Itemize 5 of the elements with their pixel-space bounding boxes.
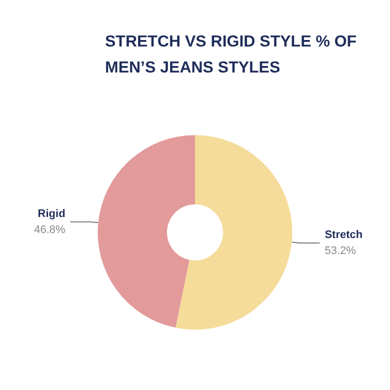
data-label: 46.8% — [34, 224, 66, 236]
slice-label: Stretch — [324, 228, 363, 241]
data-label: 53.2% — [324, 244, 356, 257]
slice-label: Rigid — [38, 208, 66, 220]
chart-title: STRETCH VS RIGID STYLE % OF MEN’S JEANS STYLES — [105, 34, 362, 76]
